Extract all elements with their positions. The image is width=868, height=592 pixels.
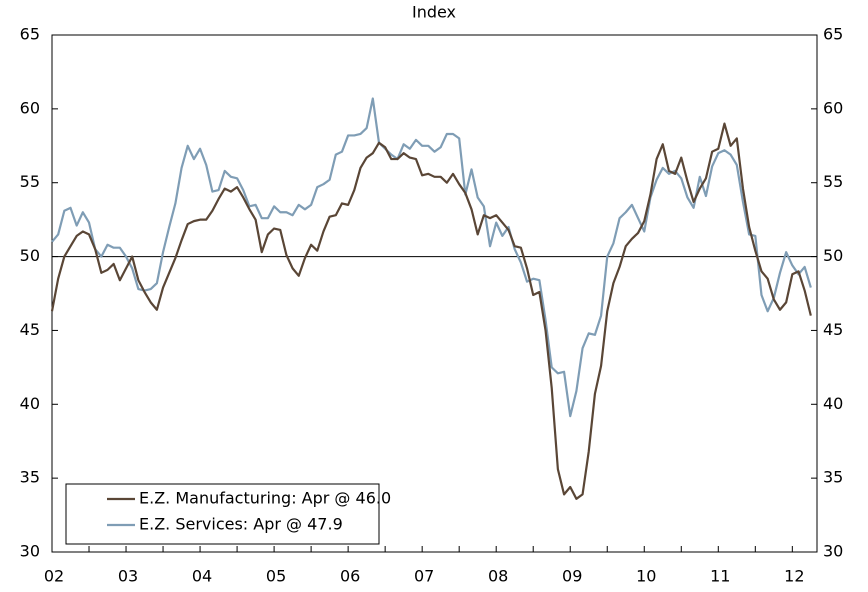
y2-tick-label: 55 xyxy=(823,172,843,191)
y-tick-label: 30 xyxy=(20,542,40,561)
legend-box xyxy=(65,483,380,545)
x-tick-label: 12 xyxy=(784,567,804,586)
x-tick-label: 11 xyxy=(710,567,730,586)
y-tick-label: 50 xyxy=(20,246,40,265)
y2-tick-label: 45 xyxy=(823,320,843,339)
y2-tick-label: 60 xyxy=(823,98,843,117)
y2-tick-label: 65 xyxy=(823,25,843,44)
chart-subtitle: Index xyxy=(412,3,456,22)
x-tick-label: 08 xyxy=(488,567,508,586)
series-line xyxy=(50,122,812,500)
series-line xyxy=(51,97,812,418)
y-tick-label: 65 xyxy=(20,25,40,44)
x-tick-label: 03 xyxy=(118,567,138,586)
x-tick-label: 04 xyxy=(192,567,212,586)
y2-tick-label: 50 xyxy=(823,246,843,265)
x-tick-label: 10 xyxy=(636,567,656,586)
x-tick-label: 05 xyxy=(266,567,286,586)
legend-label: E.Z. Services: Apr @ 47.9 xyxy=(139,515,343,534)
x-tick-label: 09 xyxy=(562,567,582,586)
x-tick-label: 07 xyxy=(414,567,434,586)
y-tick-label: 60 xyxy=(20,98,40,117)
y2-tick-label: 30 xyxy=(823,542,843,561)
y-tick-label: 35 xyxy=(20,468,40,487)
y-tick-label: 40 xyxy=(20,394,40,413)
y2-tick-label: 35 xyxy=(823,468,843,487)
x-tick-label: 02 xyxy=(44,567,64,586)
plot-frame xyxy=(51,34,818,553)
y2-tick-label: 40 xyxy=(823,394,843,413)
x-tick-label: 06 xyxy=(340,567,360,586)
y-tick-label: 55 xyxy=(20,172,40,191)
y-tick-label: 45 xyxy=(20,320,40,339)
legend-label: E.Z. Manufacturing: Apr @ 46.0 xyxy=(139,489,391,508)
